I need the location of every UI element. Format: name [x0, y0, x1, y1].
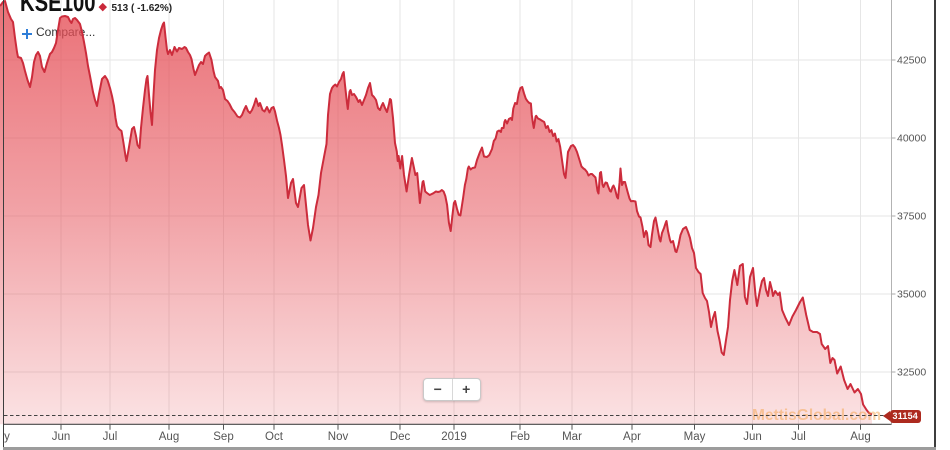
svg-text:Dec: Dec — [390, 431, 411, 443]
svg-text:Jul: Jul — [791, 431, 806, 443]
svg-text:37500: 37500 — [897, 211, 926, 223]
svg-text:Aug: Aug — [850, 431, 870, 443]
svg-text:Jul: Jul — [103, 431, 118, 443]
svg-text:2019: 2019 — [441, 431, 467, 443]
svg-text:40000: 40000 — [897, 133, 926, 145]
svg-text:Nov: Nov — [328, 431, 349, 443]
svg-text:42500: 42500 — [897, 55, 926, 67]
svg-text:Sep: Sep — [213, 431, 233, 443]
svg-text:Aug: Aug — [159, 431, 179, 443]
svg-text:Jun: Jun — [52, 431, 71, 443]
svg-text:32500: 32500 — [897, 367, 926, 379]
svg-text:Oct: Oct — [265, 431, 284, 443]
svg-text:y: y — [4, 431, 10, 443]
svg-text:May: May — [684, 431, 706, 443]
svg-text:35000: 35000 — [897, 289, 926, 301]
svg-text:Apr: Apr — [623, 431, 641, 443]
svg-text:Jun: Jun — [743, 431, 762, 443]
svg-text:Feb: Feb — [510, 431, 530, 443]
svg-text:Mar: Mar — [562, 431, 582, 443]
